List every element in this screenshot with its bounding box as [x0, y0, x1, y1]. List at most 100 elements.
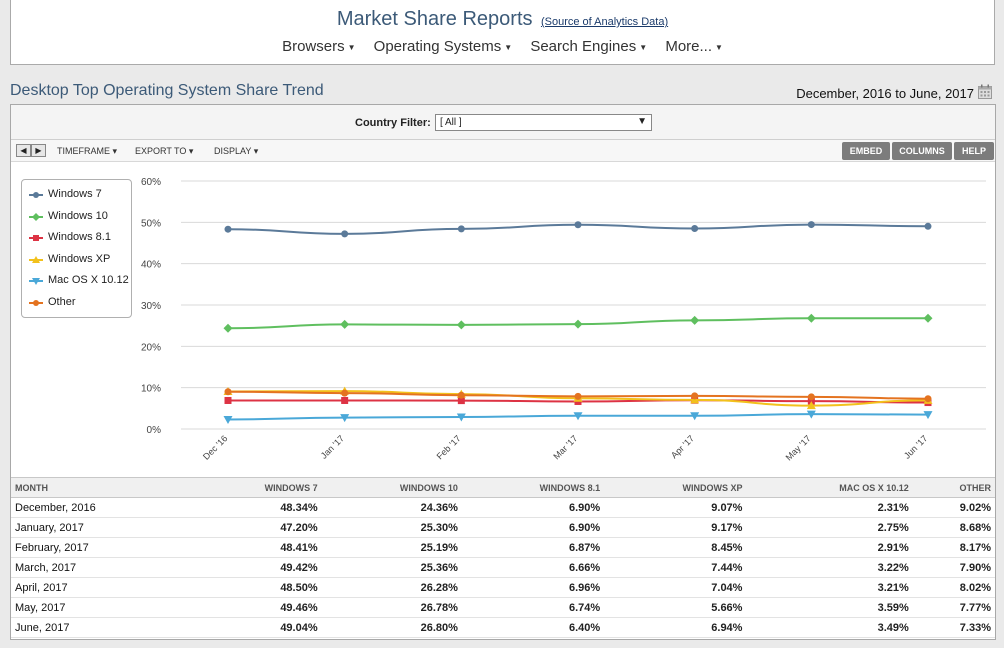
source-link[interactable]: (Source of Analytics Data) — [540, 16, 669, 28]
value-cell: 6.40% — [461, 617, 605, 638]
value-cell: 3.21% — [746, 577, 913, 598]
data-point — [224, 388, 232, 396]
value-cell: 7.04% — [604, 577, 747, 598]
data-point — [457, 391, 465, 399]
timeframe-label: TIMEFRAME — [57, 146, 110, 156]
display-menu[interactable]: DISPLAY ▾ — [214, 146, 258, 157]
legend-marker — [33, 299, 39, 306]
data-point — [456, 320, 466, 330]
value-cell: 48.50% — [157, 577, 322, 598]
data-point — [456, 413, 466, 422]
page-title: Desktop Top Operating System Share Trend — [10, 82, 324, 99]
help-button[interactable]: HELP — [954, 142, 994, 160]
country-filter-select[interactable]: [ All ] ▼ — [435, 114, 652, 131]
data-point — [224, 396, 232, 404]
data-point — [691, 225, 699, 233]
column-header[interactable]: MAC OS X 10.12 — [746, 477, 913, 498]
data-point — [341, 230, 349, 238]
value-cell: 2.91% — [746, 537, 913, 558]
nav-browsers[interactable]: Browsers ▼ — [282, 38, 355, 55]
scroll-right-button[interactable]: ▶ — [31, 144, 46, 157]
nav-more[interactable]: More... ▼ — [665, 38, 723, 55]
chart-area: 0% 10% 20% 30% 40% 50% 60% Dec '16 Jan '17 Feb '1… — [11, 163, 997, 477]
value-cell: 49.04% — [157, 617, 322, 638]
x-tick-label: Dec '16 — [201, 433, 229, 461]
columns-button[interactable]: COLUMNS — [892, 142, 952, 160]
caret-down-icon: ▼ — [504, 42, 513, 52]
legend-swatch-icon — [29, 278, 43, 285]
value-cell: 49.46% — [157, 597, 322, 618]
value-cell: 8.45% — [604, 537, 747, 558]
legend-marker — [32, 255, 40, 263]
column-header[interactable]: WINDOWS 7 — [157, 477, 322, 498]
legend-swatch-icon — [29, 212, 43, 221]
value-cell: 8.17% — [912, 537, 995, 558]
caret-down-icon: ▼ — [715, 42, 723, 52]
timeframe-menu[interactable]: TIMEFRAME ▾ — [57, 146, 117, 157]
table-header-row: MONTH WINDOWS 7 WINDOWS 10 WINDOWS 8.1 WINDO… — [11, 477, 995, 498]
value-cell: 7.44% — [604, 557, 747, 578]
calendar-icon[interactable] — [978, 84, 992, 99]
country-filter-value: [ All ] — [440, 117, 462, 128]
value-cell: 7.77% — [912, 597, 995, 618]
value-cell: 24.36% — [321, 497, 462, 518]
legend-label: Windows 8.1 — [48, 231, 111, 243]
value-cell: 3.59% — [746, 597, 913, 618]
value-cell: 5.66% — [604, 597, 747, 618]
nav-search-engines[interactable]: Search Engines ▼ — [530, 38, 647, 55]
data-point — [806, 313, 816, 323]
month-cell: March, 2017 — [11, 557, 158, 578]
column-header[interactable]: MONTH — [11, 477, 158, 498]
display-label: DISPLAY — [214, 146, 252, 156]
value-cell: 48.34% — [157, 497, 322, 518]
legend-label: Windows 10 — [48, 209, 108, 222]
legend-label: Other — [48, 295, 76, 308]
value-cell: 9.17% — [604, 517, 747, 538]
value-cell: 6.66% — [461, 557, 605, 578]
value-cell: 48.41% — [157, 537, 322, 558]
value-cell: 6.94% — [604, 617, 747, 638]
value-cell: 47.20% — [157, 517, 322, 538]
x-tick-label: Jan '17 — [319, 433, 346, 460]
month-cell: February, 2017 — [11, 537, 158, 558]
month-cell: December, 2016 — [11, 497, 158, 518]
data-point — [573, 319, 583, 329]
data-point — [924, 222, 932, 230]
value-cell: 8.02% — [912, 577, 995, 598]
table-row: March, 2017 49.42% 25.36% 6.66% 7.44% 3.22% 7.… — [11, 557, 995, 578]
y-tick-label: 60% — [141, 177, 161, 188]
export-menu[interactable]: EXPORT TO ▾ — [135, 146, 193, 157]
trend-chart: 0% 10% 20% 30% 40% 50% 60% Dec '16 Jan '17 Feb '1… — [141, 177, 986, 463]
embed-button[interactable]: EMBED — [842, 142, 890, 160]
data-table: MONTH WINDOWS 7 WINDOWS 10 WINDOWS 8.1 WINDO… — [11, 477, 995, 638]
nav-operating-systems[interactable]: Operating Systems ▼ — [374, 38, 512, 55]
value-cell: 26.80% — [321, 617, 462, 638]
nav-search-engines-label: Search Engines — [530, 38, 637, 55]
data-point — [807, 393, 815, 401]
table-row: January, 2017 47.20% 25.30% 6.90% 9.17% 2.75%… — [11, 517, 995, 538]
data-point — [690, 395, 700, 404]
chart-toolbar: ◀ ▶ TIMEFRAME ▾ EXPORT TO ▾ DISPLAY ▾ EM… — [11, 140, 995, 162]
scroll-left-button[interactable]: ◀ — [16, 144, 31, 157]
legend-label: Mac OS X 10.12 — [48, 274, 129, 286]
legend-swatch-icon — [29, 299, 43, 306]
value-cell: 26.28% — [321, 577, 462, 598]
month-cell: April, 2017 — [11, 577, 158, 598]
legend-marker — [32, 278, 40, 285]
filter-bar: Country Filter: [ All ] ▼ — [11, 105, 995, 140]
value-cell: 9.02% — [912, 497, 995, 518]
value-cell: 2.75% — [746, 517, 913, 538]
legend-swatch-icon — [29, 192, 43, 198]
data-point — [457, 397, 465, 405]
column-header[interactable]: WINDOWS 8.1 — [461, 477, 605, 498]
value-cell: 3.22% — [746, 557, 913, 578]
column-header[interactable]: WINDOWS 10 — [321, 477, 462, 498]
data-point — [223, 415, 233, 424]
column-header[interactable]: OTHER — [912, 477, 995, 498]
value-cell: 6.74% — [461, 597, 605, 618]
month-cell: May, 2017 — [11, 597, 158, 618]
column-header[interactable]: WINDOWS XP — [604, 477, 747, 498]
value-cell: 3.49% — [746, 617, 913, 638]
country-filter-label: Country Filter: — [355, 117, 431, 129]
data-point — [806, 410, 816, 419]
